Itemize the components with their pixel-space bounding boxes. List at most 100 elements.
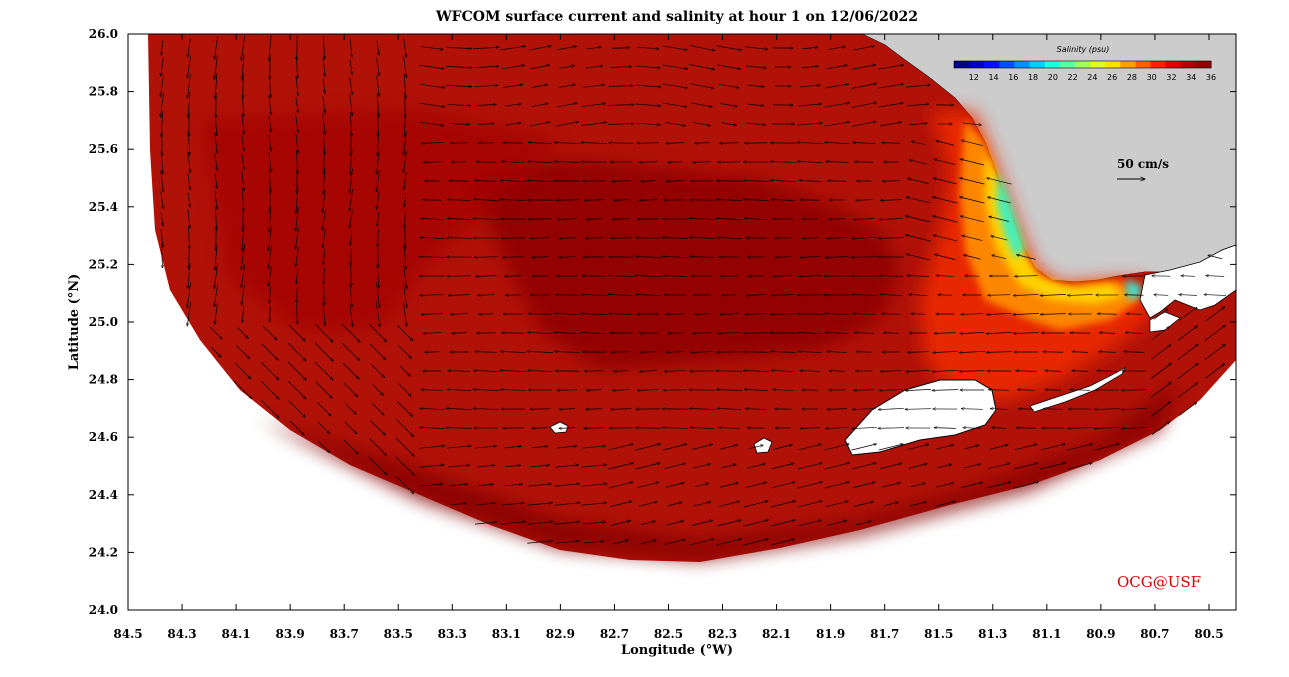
current-vector [351, 248, 352, 265]
current-vector [854, 333, 874, 334]
current-vector [269, 265, 272, 286]
current-vector [695, 483, 709, 488]
y-tick-label: 25.8 [89, 85, 118, 99]
current-vector [612, 219, 630, 220]
current-vector [1018, 409, 1034, 410]
current-vector [349, 188, 353, 211]
current-vector [933, 216, 958, 223]
current-vector [270, 306, 271, 322]
current-vector [403, 73, 406, 98]
x-tick-label: 81.9 [816, 627, 845, 641]
current-vector [851, 102, 876, 108]
current-vector [721, 464, 736, 469]
current-vector [1122, 427, 1147, 428]
current-vector [798, 275, 822, 276]
current-vector [608, 124, 634, 125]
current-vector [691, 520, 713, 526]
current-vector [986, 332, 1012, 333]
current-vector [419, 64, 444, 68]
current-vector [826, 161, 849, 162]
current-vector [1040, 463, 1065, 470]
current-vector [448, 123, 470, 124]
current-vector [187, 172, 191, 189]
current-vector [474, 199, 499, 200]
current-vector [932, 390, 958, 391]
current-vector [235, 344, 250, 359]
current-vector [797, 463, 822, 470]
current-vector [420, 295, 445, 296]
current-vector [322, 78, 325, 94]
current-vector [322, 113, 325, 135]
current-vector [936, 483, 953, 488]
current-vector [797, 161, 823, 162]
current-vector [582, 522, 606, 525]
current-vector [187, 192, 190, 207]
current-vector [665, 483, 684, 488]
current-vector [162, 246, 163, 268]
current-vector [826, 332, 849, 333]
current-vector [1040, 444, 1065, 451]
current-vector [718, 501, 739, 508]
current-vector [1151, 421, 1170, 435]
current-vector [745, 65, 766, 68]
current-vector [295, 206, 299, 232]
current-vector [447, 389, 472, 390]
current-vector [637, 390, 659, 391]
current-vector [1150, 363, 1172, 379]
current-vector [878, 65, 903, 70]
current-vector [1150, 402, 1171, 417]
current-vector [880, 122, 902, 127]
current-vector [402, 263, 406, 289]
current-vector [1018, 390, 1035, 391]
current-vector [744, 218, 768, 219]
current-vector [746, 409, 767, 410]
current-vector [611, 521, 631, 526]
current-vector [476, 276, 497, 277]
current-vector [504, 104, 521, 107]
current-vector [851, 427, 877, 428]
current-vector [1099, 352, 1116, 353]
current-vector [663, 102, 687, 107]
current-vector [770, 501, 795, 508]
colorbar-swatches [954, 61, 1212, 68]
y-axis-label: Latitude (°N) [67, 274, 82, 371]
current-vector [450, 314, 468, 315]
colorbar-swatch [1044, 61, 1061, 68]
current-vector [528, 314, 552, 315]
x-tick-label: 82.9 [546, 627, 575, 641]
current-vector [314, 361, 333, 380]
current-vector [324, 284, 325, 305]
velocity-scale-label: 50 cm/s [1117, 157, 1169, 171]
current-vector [532, 84, 547, 88]
current-vector [934, 159, 956, 166]
current-vector [554, 313, 580, 314]
current-vector [905, 409, 931, 410]
velocity-vectors [160, 35, 1226, 546]
current-vector [932, 197, 958, 204]
current-vector [771, 370, 795, 371]
current-vector [419, 465, 444, 468]
current-vector [289, 420, 304, 435]
current-vector [718, 333, 741, 334]
current-vector [986, 482, 1011, 489]
current-vector [743, 181, 769, 182]
current-vector [322, 131, 325, 155]
current-vector [419, 257, 445, 258]
current-vector [798, 444, 821, 451]
current-vector [824, 122, 850, 127]
current-vector [638, 502, 657, 507]
current-vector [421, 484, 443, 487]
current-vector [641, 181, 656, 182]
current-vector [268, 134, 271, 151]
current-vector [581, 142, 607, 143]
colorbar-swatch [1120, 61, 1136, 68]
current-vector [878, 444, 903, 451]
current-vector [476, 503, 496, 506]
current-vector [635, 444, 660, 451]
current-vector [473, 389, 499, 390]
current-vector [1179, 402, 1197, 416]
current-vector [420, 121, 444, 125]
current-vector [608, 463, 633, 470]
current-vector [315, 381, 332, 398]
current-vector [771, 199, 795, 200]
